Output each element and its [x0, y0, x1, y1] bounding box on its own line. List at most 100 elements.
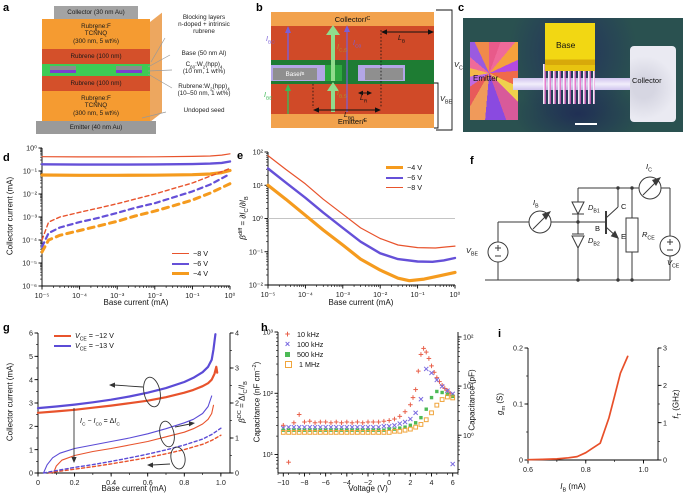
chart-collector-vs-base-current: 10⁻⁵ 10⁻⁴ 10⁻³ 10⁻² 10⁻¹ 10⁰ 10⁰ 10⁻¹ 10⁻² 10⁻³ 10…	[22, 144, 235, 300]
svg-text:−4: −4	[343, 478, 351, 487]
legend-item: 500 kHz	[282, 349, 323, 359]
svg-text:1.0: 1.0	[639, 465, 649, 474]
f-label-b: B	[595, 224, 601, 233]
h-y-axis-label: Capacitance (nF cm−2)	[251, 361, 262, 443]
legend-label: VCE = −13 V	[75, 340, 114, 352]
f-label-ib: IB	[533, 198, 539, 210]
svg-text:10⁻¹: 10⁻¹	[23, 167, 38, 176]
svg-text:−2: −2	[364, 478, 372, 487]
svg-text:10⁻⁴: 10⁻⁴	[22, 236, 37, 245]
svg-text:10⁻⁵: 10⁻⁵	[261, 290, 276, 299]
legend-label: −6 V	[193, 258, 208, 268]
callout-base: Base (50 nm Al)	[181, 50, 227, 57]
chart-differential-gain: 10⁻⁵ 10⁻⁴ 10⁻³ 10⁻² 10⁻¹ 10⁰ 10² 10¹ 10⁰ 10⁻¹ 10⁻²	[249, 148, 460, 299]
b-label-ics: IC,S	[337, 44, 348, 54]
legend-item: 1 MHz	[282, 359, 323, 369]
svg-text:10³: 10³	[263, 328, 274, 337]
legend-swatch	[54, 334, 71, 337]
panel-letter-c: c	[458, 2, 465, 14]
layer-emitter: Emitter (40 nm Au)	[36, 121, 156, 134]
h-x-axis-label: Voltage (V)	[348, 484, 388, 493]
legend-item: +10 kHz	[282, 329, 323, 339]
f-label-c: C	[621, 202, 627, 211]
c60-layer-right	[116, 70, 142, 73]
svg-text:5: 5	[29, 352, 33, 361]
svg-text:0.6: 0.6	[523, 465, 533, 474]
legend-swatch	[285, 360, 292, 368]
panel-letter-e: e	[237, 150, 244, 162]
legend-swatch	[54, 344, 71, 347]
g-y-axis-label: Collector current (mA)	[5, 362, 15, 442]
emitter-crystal-region	[470, 42, 518, 120]
svg-text:−8: −8	[300, 478, 308, 487]
svg-text:10⁻²: 10⁻²	[148, 291, 163, 300]
legend-item: × 100 kHz	[282, 339, 324, 349]
layer-ndoped-bottom: Rubrene:F 6 TCNNQ (300 nm, 5 wt%)	[42, 91, 150, 121]
c60-layer-left	[50, 70, 76, 73]
layer-base-region	[42, 64, 150, 76]
svg-text:−10: −10	[277, 478, 289, 487]
svg-text:0: 0	[235, 469, 239, 478]
svg-text:6: 6	[29, 329, 33, 338]
d-legend: −8 V −6 V −4 V	[172, 248, 208, 278]
b-label-lbb: LBB	[344, 112, 355, 122]
svg-text:10⁰: 10⁰	[463, 431, 474, 440]
svg-text:1: 1	[29, 445, 33, 454]
micrograph-label-collector: Collector	[632, 76, 662, 85]
svg-text:10²: 10²	[463, 333, 474, 342]
h-legend: +10 kHz × 100 kHz 500 kHz 1 MHz	[282, 329, 324, 369]
legend-label: 1 MHz	[299, 359, 320, 369]
b-label-lr: LR	[360, 95, 368, 105]
legend-label: −4 V	[193, 268, 208, 278]
svg-text:2: 2	[235, 399, 239, 408]
micrograph-label-base: Base	[556, 40, 576, 50]
svg-text:1: 1	[663, 418, 667, 427]
callout-undoped-seed: Undoped seed	[183, 107, 225, 114]
legend-label: −8 V	[193, 248, 208, 258]
legend-label: −4 V	[407, 162, 422, 172]
callout-rubrene-doped: Rubrene:W2(hpp)4 (10–50 nm, 1 wt%)	[177, 83, 231, 98]
base-metal-left	[50, 66, 76, 70]
svg-text:2: 2	[663, 381, 667, 390]
svg-text:10¹: 10¹	[463, 382, 474, 391]
panel-letter-i: i	[498, 328, 502, 340]
svg-text:3: 3	[29, 399, 33, 408]
g-annotation-overlay	[71, 376, 195, 470]
legend-item: VCE = −13 V	[54, 340, 114, 352]
i-x-axis-label: IB (mA)	[560, 482, 586, 494]
svg-text:3: 3	[235, 364, 239, 373]
layer-collector: Collector (30 nm Au)	[54, 6, 138, 19]
svg-text:10⁰: 10⁰	[450, 290, 460, 299]
svg-text:10⁻⁵: 10⁻⁵	[35, 291, 50, 300]
chart-dc-gain: 0 0.2 0.4 0.6 0.8 1.0 0 1 2 3 4 5 6 0 1 2 3 4	[29, 329, 239, 487]
panel-letter-b: b	[256, 2, 263, 14]
legend-swatch	[172, 272, 189, 275]
svg-text:10⁻³: 10⁻³	[110, 291, 125, 300]
e-legend: −4 V −6 V −8 V	[386, 162, 422, 192]
g-delta-annotation: IC − IC0 = ΔIC	[80, 418, 120, 428]
legend-swatch	[285, 351, 290, 357]
svg-text:10⁻⁵: 10⁻⁵	[22, 259, 37, 268]
svg-text:0.8: 0.8	[581, 465, 591, 474]
f-label-db1: DB1	[588, 203, 600, 215]
g-x-axis-label: Base current (mA)	[101, 484, 167, 493]
svg-text:−6: −6	[322, 478, 330, 487]
legend-label: 10 kHz	[297, 329, 320, 339]
legend-label: 100 kHz	[297, 339, 324, 349]
svg-text:0.2: 0.2	[513, 344, 523, 353]
base-pad	[545, 23, 595, 71]
legend-swatch	[172, 262, 189, 265]
legend-item: −6 V	[386, 172, 422, 182]
svg-text:4: 4	[235, 329, 239, 338]
svg-text:3: 3	[663, 344, 667, 353]
panel-a-device-stack: Collector (30 nm Au) Rubrene:F 6 TCNNQ (300…	[0, 0, 258, 140]
f-label-vbe: VBE	[466, 246, 479, 258]
legend-item: −4 V	[172, 268, 208, 278]
b-overlay	[285, 9, 453, 131]
d-y-axis-label: Collector current (mA)	[5, 176, 15, 256]
callout-leader-lines	[141, 37, 173, 119]
svg-text:0: 0	[29, 469, 33, 478]
